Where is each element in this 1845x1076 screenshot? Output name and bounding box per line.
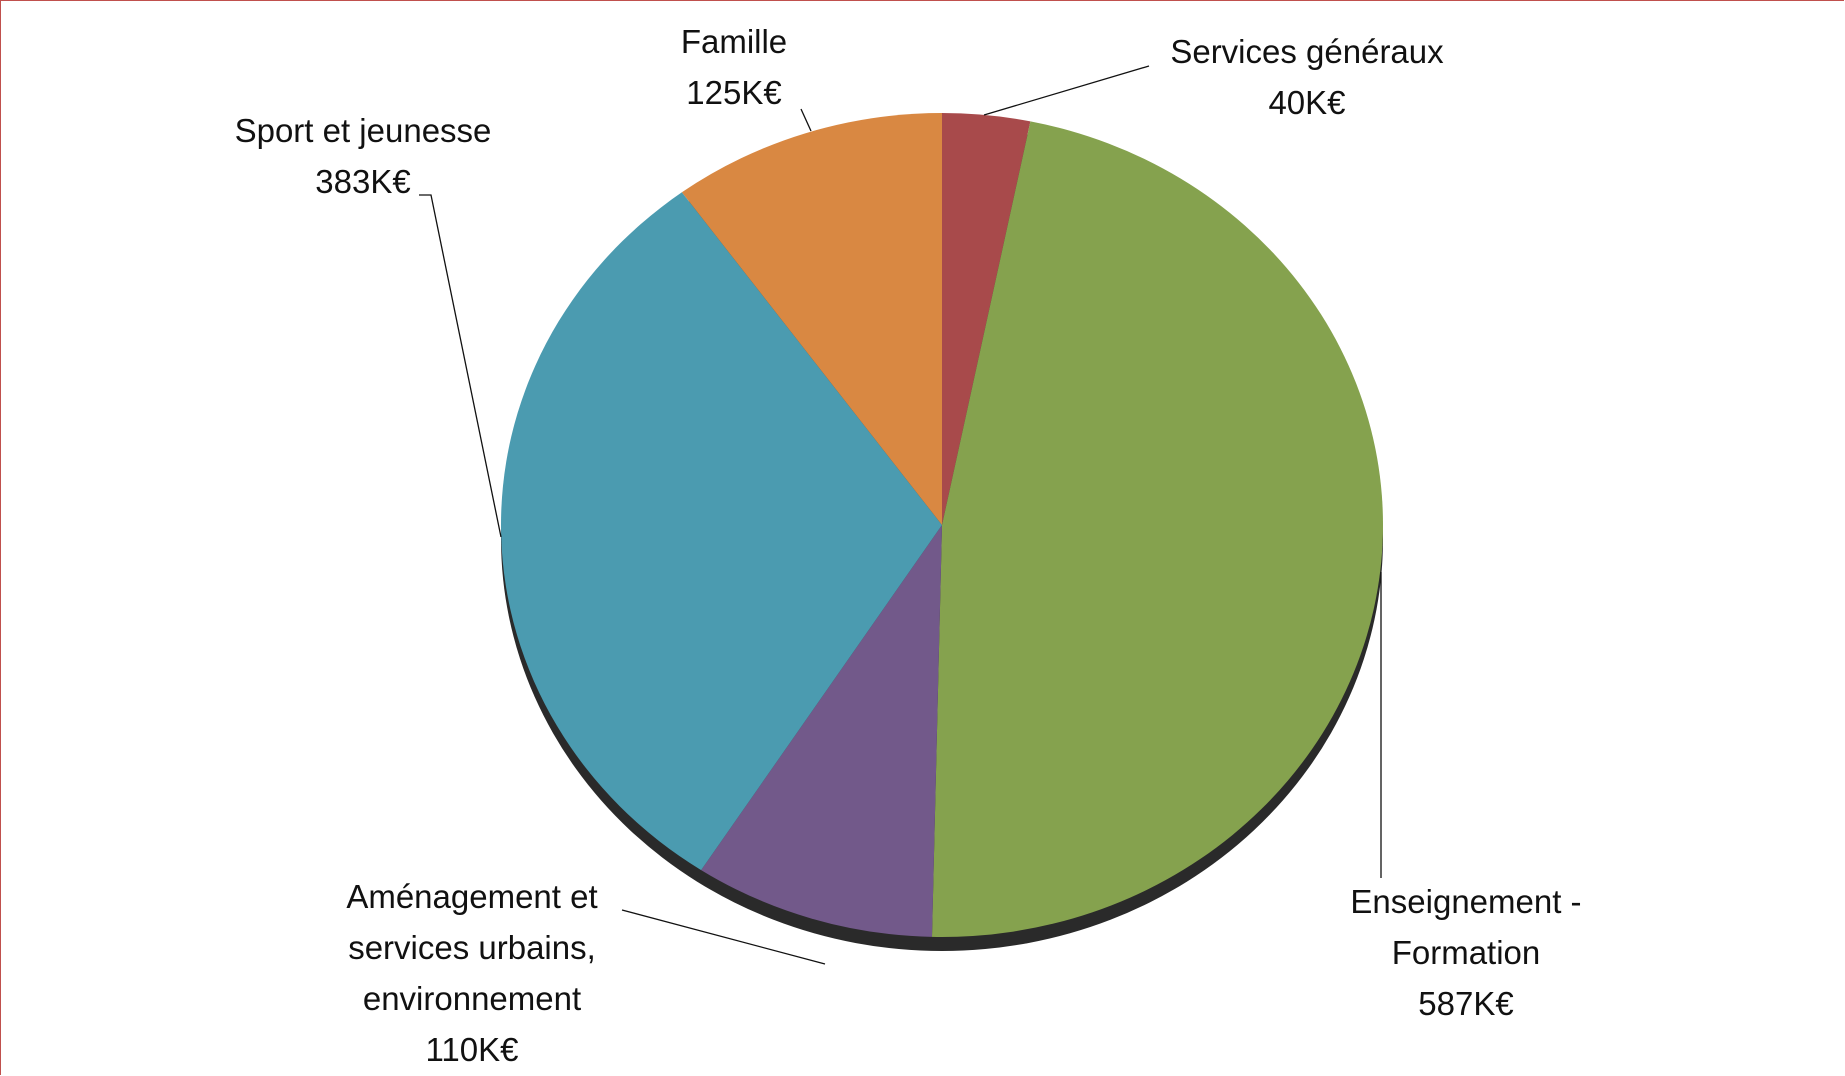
value-label: 383K€ (315, 163, 411, 200)
value-label: 40K€ (1268, 84, 1346, 121)
pie-slice (500, 192, 942, 871)
pie-slice (942, 113, 1031, 525)
value-label: 587K€ (1418, 985, 1514, 1022)
value-label: 110K€ (425, 1031, 519, 1068)
category-label: Aménagement et services urbains, environ… (346, 878, 598, 1017)
pie-slice (701, 525, 942, 937)
leader-line (419, 194, 502, 538)
slice-label: Services généraux 40K€ (1057, 26, 1557, 128)
slice-label: Enseignement - Formation 587K€ (1316, 876, 1616, 1029)
pie-slice (681, 113, 942, 525)
leader-line (621, 909, 826, 965)
leader-line (983, 65, 1150, 116)
category-label: Sport et jeunesse (234, 112, 492, 149)
category-label: Famille (680, 23, 788, 60)
category-label: Enseignement - Formation (1350, 883, 1582, 971)
value-label: 125K€ (686, 74, 782, 111)
pie-slice (931, 121, 1383, 937)
leader-line (800, 108, 812, 132)
slice-label: Aménagement et services urbains, environ… (322, 871, 622, 1075)
slice-label: Famille 125K€ (484, 16, 984, 118)
slice-label: Sport et jeunesse 383K€ (113, 105, 613, 207)
category-label: Services généraux (1170, 33, 1444, 70)
